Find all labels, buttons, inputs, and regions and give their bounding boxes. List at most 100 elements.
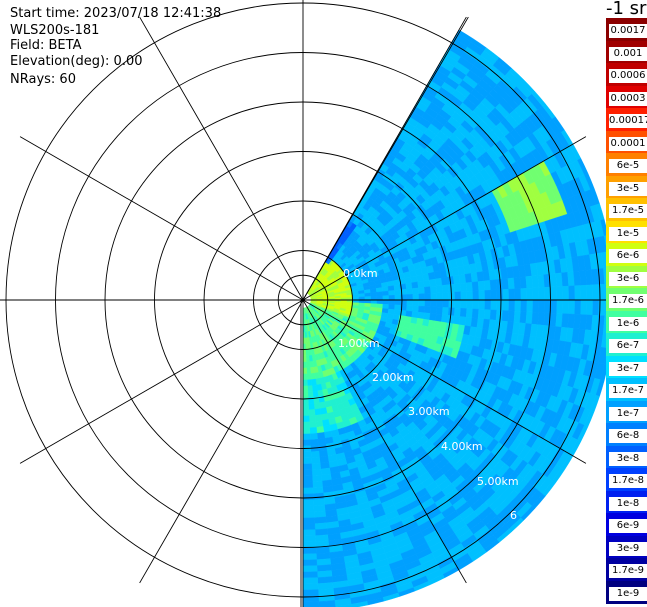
data-cell: [376, 291, 384, 297]
data-cell: [394, 289, 402, 296]
data-cell: [532, 299, 540, 313]
data-cell: [302, 493, 314, 501]
data-cell: [308, 415, 316, 423]
data-cell: [423, 312, 431, 321]
data-cell: [302, 583, 319, 591]
data-cell: [526, 299, 534, 313]
colorbar-label: 6e-8: [609, 429, 647, 443]
data-cell: [302, 475, 313, 483]
data-cell: [454, 299, 462, 309]
data-cell: [314, 528, 328, 536]
colorbar-label: 3e-8: [609, 451, 647, 466]
data-cell: [306, 361, 311, 369]
data-cell: [406, 294, 414, 301]
data-cell: [465, 308, 473, 318]
data-cell: [418, 287, 426, 295]
data-cell: [312, 480, 323, 488]
data-cell: [519, 311, 527, 324]
sector-edge: [302, 16, 469, 301]
azimuth-spoke: [139, 16, 304, 301]
colorbar-label: 3e-9: [609, 541, 647, 556]
data-cell: [435, 313, 443, 323]
data-cell: [307, 385, 313, 393]
data-cell: [412, 287, 420, 295]
colorbar-label: 6e-5: [609, 159, 647, 173]
field-label: Field: BETA: [10, 38, 82, 53]
azimuth-spokes: [0, 0, 630, 607]
colorbar-label: 3e-5: [609, 181, 647, 196]
data-cell: [358, 293, 366, 298]
data-cell: [442, 307, 450, 316]
data-cell: [370, 292, 378, 297]
data-cell: [309, 433, 318, 441]
data-cell: [312, 486, 324, 494]
data-cell: [508, 288, 516, 301]
data-cell: [315, 534, 329, 542]
data-cell: [311, 384, 318, 392]
data-cell: [418, 299, 426, 307]
data-cell: [376, 299, 384, 305]
data-cell: [532, 287, 540, 301]
data-cell: [520, 288, 528, 301]
data-cell: [436, 285, 444, 294]
data-cell: [406, 305, 414, 312]
data-cell: [562, 299, 570, 315]
colorbar-label: 6e-6: [609, 249, 647, 263]
data-cell: [538, 287, 546, 301]
data-cell: [302, 601, 320, 607]
data-cell: [424, 293, 432, 301]
data-cell: [352, 293, 360, 298]
data-cell: [302, 421, 310, 429]
data-cell: [412, 305, 420, 313]
data-cell: [302, 433, 311, 441]
data-cell: [418, 305, 426, 313]
azimuth-spoke: [19, 299, 304, 464]
data-cell: [376, 295, 384, 301]
data-cell: [302, 355, 307, 363]
data-cell: [471, 308, 479, 319]
data-cell: [388, 299, 396, 306]
colorbar-label: 0.0001: [609, 136, 647, 151]
data-cell: [302, 361, 307, 369]
data-cell: [430, 299, 438, 308]
data-cell: [311, 378, 317, 386]
data-cell: [313, 498, 325, 506]
data-cell: [313, 504, 326, 512]
data-cell: [370, 299, 378, 305]
data-cell: [430, 292, 438, 301]
colorbar-label: 0.001: [609, 46, 647, 61]
data-cell: [394, 299, 402, 306]
data-cell: [501, 278, 509, 290]
data-cell: [302, 385, 309, 393]
data-cell: [313, 510, 327, 518]
data-cell: [496, 299, 504, 311]
data-cell: [364, 299, 372, 304]
data-cell: [302, 511, 315, 519]
data-cell: [388, 290, 396, 296]
data-cell: [314, 516, 327, 524]
data-cell: [364, 292, 372, 297]
data-cell: [302, 451, 312, 459]
data-cell: [484, 299, 492, 311]
data-cell: [394, 304, 402, 311]
data-cell: [302, 409, 310, 417]
data-cell: [430, 285, 438, 294]
data-cell: [592, 284, 600, 301]
colorbar-label: 6e-9: [609, 519, 647, 533]
data-cell: [531, 311, 539, 325]
data-cell: [318, 600, 336, 607]
data-cell: [307, 391, 314, 399]
data-cell: [302, 415, 310, 423]
data-cell: [305, 349, 310, 357]
data-cell: [311, 468, 322, 476]
data-cell: [459, 308, 467, 318]
data-cell: [334, 603, 352, 607]
data-cell: [489, 309, 497, 321]
data-cell: [442, 292, 450, 301]
data-cell: [308, 403, 315, 411]
data-cell: [495, 278, 503, 291]
range-label: 2.00km: [372, 371, 414, 384]
data-cell: [302, 529, 316, 537]
data-cell: [459, 282, 467, 292]
data-cell: [302, 367, 308, 375]
